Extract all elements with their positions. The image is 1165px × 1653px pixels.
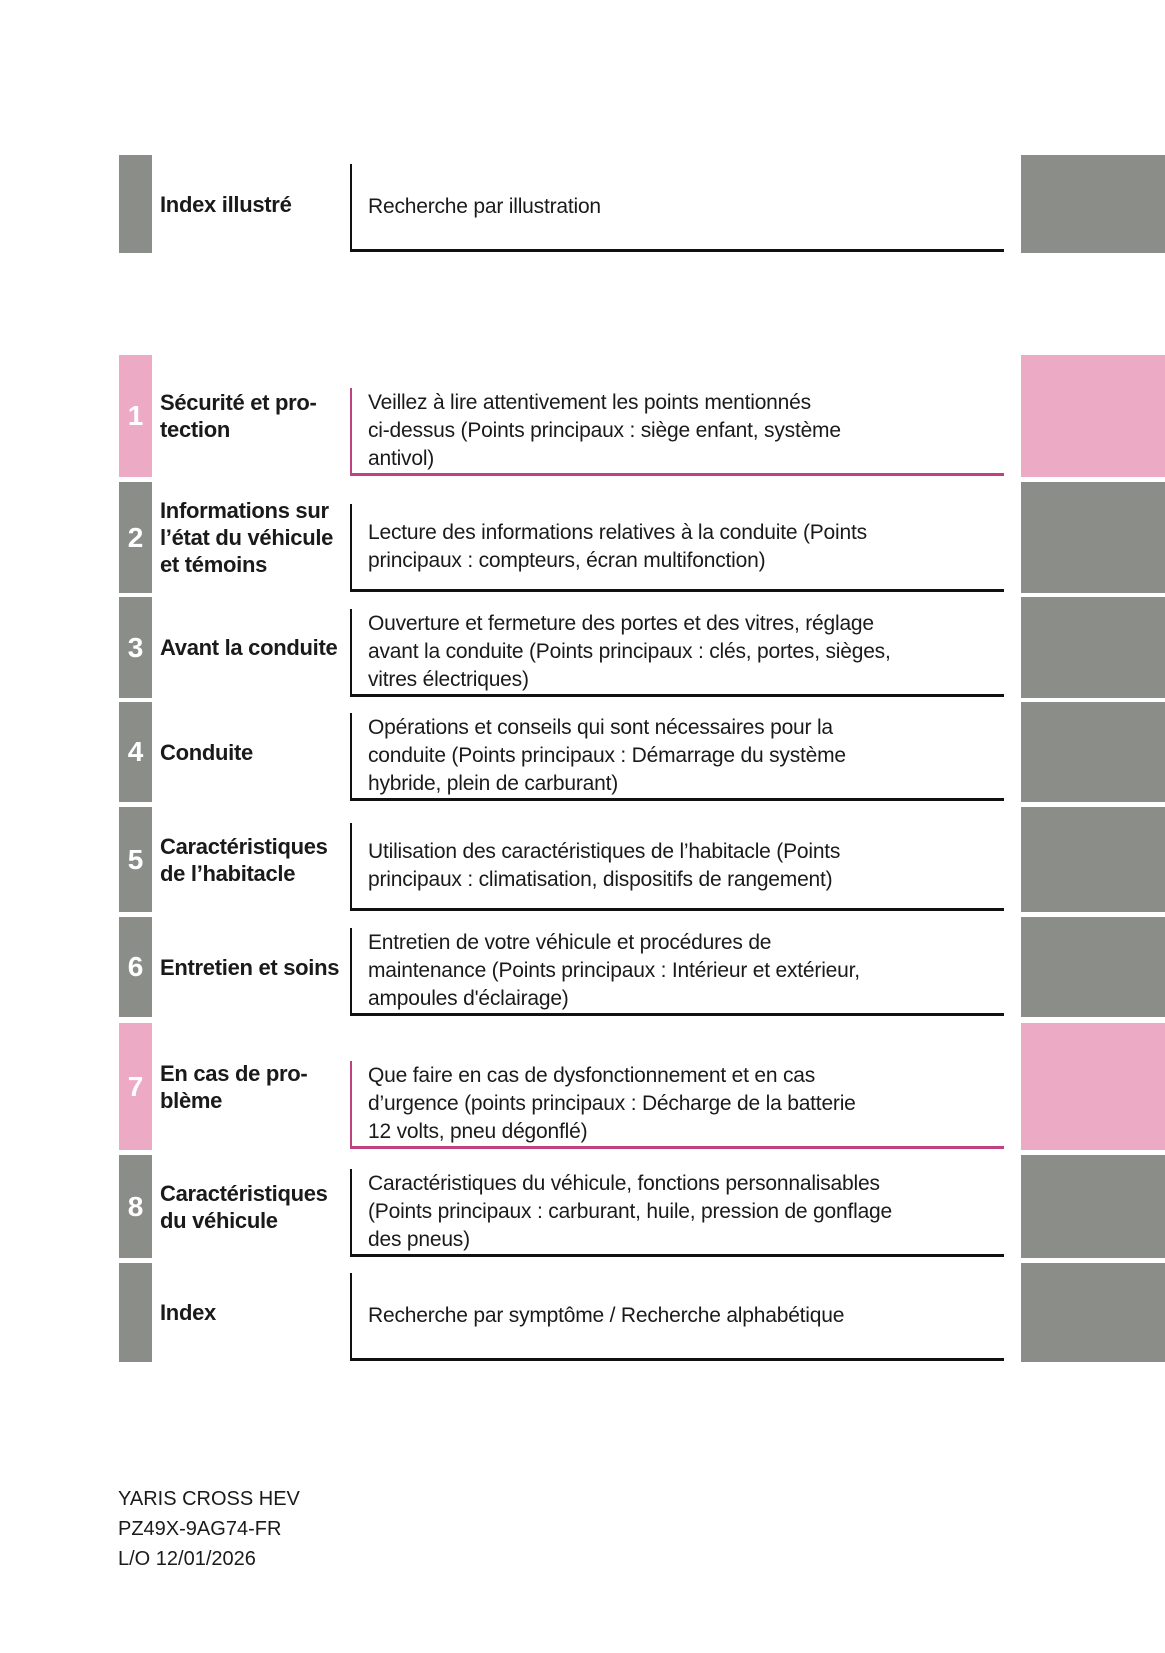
section-tab-right [1021, 355, 1165, 477]
section-description: Lecture des informations relatives à la … [368, 520, 867, 572]
section-description-box: Utilisation des caractéristiques de l’ha… [350, 823, 1004, 911]
section-title: En cas de pro- blème [160, 1060, 308, 1113]
section-title: Avant la conduite [160, 635, 338, 660]
section-number: 6 [127, 951, 144, 982]
section-description-box: Opérations et conseils qui sont nécessai… [350, 713, 1004, 801]
section-title: Informations sur l’état du véhicule et t… [160, 498, 334, 577]
section-description-box: Entretien de votre véhicule et procédure… [350, 928, 1004, 1016]
section-title: Caractéristiques du véhicule [160, 1180, 328, 1233]
section-tab-right [1021, 807, 1165, 912]
section-description: Entretien de votre véhicule et procédure… [368, 930, 860, 1010]
section-tab-left: 5 [119, 807, 152, 912]
section-title: Conduite [160, 739, 253, 765]
toc-row-entretien-et-soins: 6 Entretien et soins Entretien de votre … [0, 917, 1165, 1017]
section-description: Caractéristiques du véhicule, fonctions … [368, 1171, 893, 1251]
section-tab-left: 7 [119, 1023, 152, 1150]
section-number: 5 [127, 843, 144, 875]
publication-info: YARIS CROSS HEV PZ49X-9AG74-FR L/O 12/01… [118, 1488, 300, 1570]
section-description-box: Recherche par illustration [350, 164, 1004, 252]
toc-row-avant-la-conduite: 3 Avant la conduite Ouverture et fermetu… [0, 597, 1165, 698]
section-title: Sécurité et pro- tection [160, 390, 317, 442]
toc-row-informations-etat-vehicule: 2 Informations sur l’état du véhicule et… [0, 482, 1165, 593]
toc-row-caracteristiques-habitacle: 5 Caractéristiques de l’habitacle Utilis… [0, 807, 1165, 912]
section-tab-left: 2 [119, 482, 152, 593]
section-number: 3 [127, 631, 144, 663]
section-description: Recherche par illustration [368, 194, 601, 218]
section-tab-right [1021, 917, 1165, 1017]
section-description: Opérations et conseils qui sont nécessai… [368, 715, 846, 795]
section-description: Recherche par symptôme / Recherche alpha… [368, 1303, 845, 1327]
section-tab-right [1021, 155, 1165, 253]
toc-row-en-cas-de-probleme: 7 En cas de pro- blème Que faire en cas … [0, 1023, 1165, 1150]
section-description-box: Que faire en cas de dysfonctionnement et… [350, 1061, 1004, 1149]
toc-row-conduite: 4 Conduite Opérations et conseils qui so… [0, 702, 1165, 802]
section-title: Caractéristiques de l’habitacle [160, 833, 328, 886]
toc-row-index-illustre: Index illustré Recherche par illustratio… [0, 155, 1165, 253]
section-title: Entretien et soins [160, 954, 340, 980]
section-number: 7 [127, 1070, 144, 1102]
section-description-box: Lecture des informations relatives à la … [350, 504, 1004, 592]
section-description-box: Veillez à lire attentivement les points … [350, 388, 1004, 476]
section-title: Index [160, 1300, 216, 1325]
section-tab-left [119, 155, 152, 253]
section-description-box: Ouverture et fermeture des portes et des… [350, 609, 1004, 697]
section-tab-right [1021, 1023, 1165, 1150]
section-number: 8 [127, 1190, 144, 1222]
section-description: Ouverture et fermeture des portes et des… [368, 611, 891, 691]
section-description-box: Recherche par symptôme / Recherche alpha… [350, 1273, 1004, 1361]
section-title: Index illustré [160, 191, 292, 217]
section-tab-left: 8 [119, 1155, 152, 1258]
section-tab-left: 4 [119, 702, 152, 802]
section-description: Veillez à lire attentivement les points … [368, 390, 841, 470]
section-tab-right [1021, 702, 1165, 802]
section-tab-left: 6 [119, 917, 152, 1017]
toc-row-caracteristiques-vehicule: 8 Caractéristiques du véhicule Caractéri… [0, 1155, 1165, 1258]
section-description: Que faire en cas de dysfonctionnement et… [368, 1063, 856, 1143]
toc-row-index: Index Recherche par symptôme / Recherche… [0, 1263, 1165, 1362]
toc-row-securite-et-protection: 1 Sécurité et pro- tection Veillez à lir… [0, 355, 1165, 477]
section-number: 2 [127, 521, 144, 553]
section-description: Utilisation des caractéristiques de l’ha… [368, 839, 841, 891]
section-number: 4 [127, 736, 144, 767]
section-tab-left [119, 1263, 152, 1362]
section-description-box: Caractéristiques du véhicule, fonctions … [350, 1169, 1004, 1257]
section-tab-right [1021, 597, 1165, 698]
section-number: 1 [127, 400, 144, 431]
section-tab-right [1021, 1263, 1165, 1362]
section-tab-right [1021, 1155, 1165, 1258]
section-tab-left: 3 [119, 597, 152, 698]
section-tab-left: 1 [119, 355, 152, 477]
section-tab-right [1021, 482, 1165, 593]
